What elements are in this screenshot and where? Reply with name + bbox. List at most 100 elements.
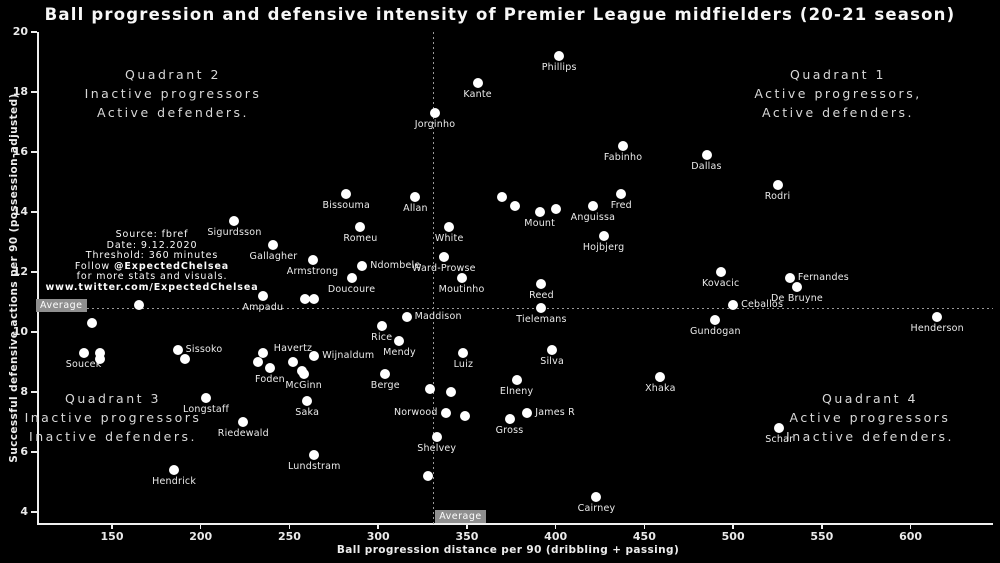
data-point-label: Phillips [541,62,577,73]
data-point [357,261,368,271]
data-point-label: Riedewald [217,428,269,439]
source-line: Threshold: 360 minutes [85,250,219,262]
data-point [410,192,421,202]
data-point-label: Gross [495,425,524,436]
y-tick-label: 10 [12,325,28,338]
data-point-label: Schar [765,434,794,445]
x-tick [821,523,823,529]
data-point [264,363,275,373]
data-point [133,300,144,310]
data-point [616,189,627,199]
y-tick-label: 16 [12,145,28,158]
data-point [401,312,412,322]
data-point-label: James R [535,407,575,418]
y-tick-label: 18 [12,85,28,98]
y-tick [31,511,37,513]
data-point [504,414,515,424]
data-point [438,252,449,262]
y-tick-label: 8 [20,385,28,398]
data-point [591,492,602,502]
data-point-label: Kovacic [701,278,740,289]
data-point-label: Fabinho [603,152,643,163]
data-point-label: Shelvey [417,443,457,454]
data-point-label: Cairney [577,503,616,514]
data-point [169,465,180,475]
data-point [701,150,712,160]
average-badge-y: Average [36,299,87,312]
data-point-label: Luiz [453,359,474,370]
data-point-label: Ward-Prowse [412,263,476,274]
data-point [229,216,240,226]
data-point-label: Sissoko [185,344,223,355]
y-tick [31,391,37,393]
y-tick [31,331,37,333]
data-point [440,408,451,418]
data-point-label: Bissouma [322,200,371,211]
data-point [710,315,721,325]
data-point-label: Lundstram [287,461,341,472]
data-point [309,450,320,460]
x-tick [909,523,912,529]
data-point [792,282,803,292]
average-line-horizontal [37,308,993,309]
data-point-label: De Bruyne [771,293,823,304]
data-point-label: Wijnaldum [322,350,375,361]
data-point-label: Silva [540,356,564,367]
data-point-label: Elneny [499,386,534,397]
data-point [238,417,249,427]
source-line: Date: 9.12.2020 [106,239,198,251]
x-tick [732,523,734,529]
x-axis-label: Ball progression distance per 90 (dribbl… [336,544,680,556]
y-tick [31,151,37,153]
x-tick [199,523,202,529]
source-line: Follow @ExpectedChelsea [74,260,230,272]
x-tick-label: 450 [632,530,656,543]
x-tick-label: 500 [721,530,745,543]
source-line: for more stats and visuals. [76,271,228,283]
data-point [536,279,547,289]
data-point [618,141,629,151]
chart-title: Ball progression and defensive intensity… [44,5,956,24]
data-point [458,348,469,358]
data-point-label: Henderson [910,323,964,334]
average-badge-x: Average [435,510,486,523]
x-tick [288,523,291,529]
data-point-label: Soucek [65,359,102,370]
data-point-label: Longstaff [183,404,230,415]
data-point [534,207,545,217]
data-point-label: Norwood [393,407,438,418]
data-point [522,408,533,418]
data-point [554,51,565,61]
x-tick [377,523,379,529]
data-point [422,471,433,481]
data-point-label: Maddison [414,311,462,322]
data-point-label: Kante [463,89,492,100]
data-point [179,354,190,364]
data-point [772,180,783,190]
data-point [94,354,105,364]
x-axis-spine [37,523,993,525]
data-point [444,222,455,232]
data-point [296,366,307,376]
data-point [460,411,471,421]
data-point [511,375,522,385]
data-point-label: Sigurdsson [207,227,262,238]
x-tick-label: 150 [100,530,124,543]
data-point-label: Doucoure [327,284,376,295]
data-point [774,423,785,433]
x-tick-label: 350 [455,530,479,543]
twitter-handle: @ExpectedChelsea [114,260,230,272]
data-point-label: Fred [610,200,632,211]
data-point-label: Berge [370,380,400,391]
data-point [472,78,483,88]
data-point [201,393,212,403]
data-point-label: McGinn [285,380,322,391]
data-point [300,294,311,304]
data-point-label: Romeu [343,233,378,244]
data-point [87,318,98,328]
data-point [655,372,666,382]
x-tick [466,523,468,529]
average-line-vertical [433,32,435,524]
data-point [728,300,739,310]
